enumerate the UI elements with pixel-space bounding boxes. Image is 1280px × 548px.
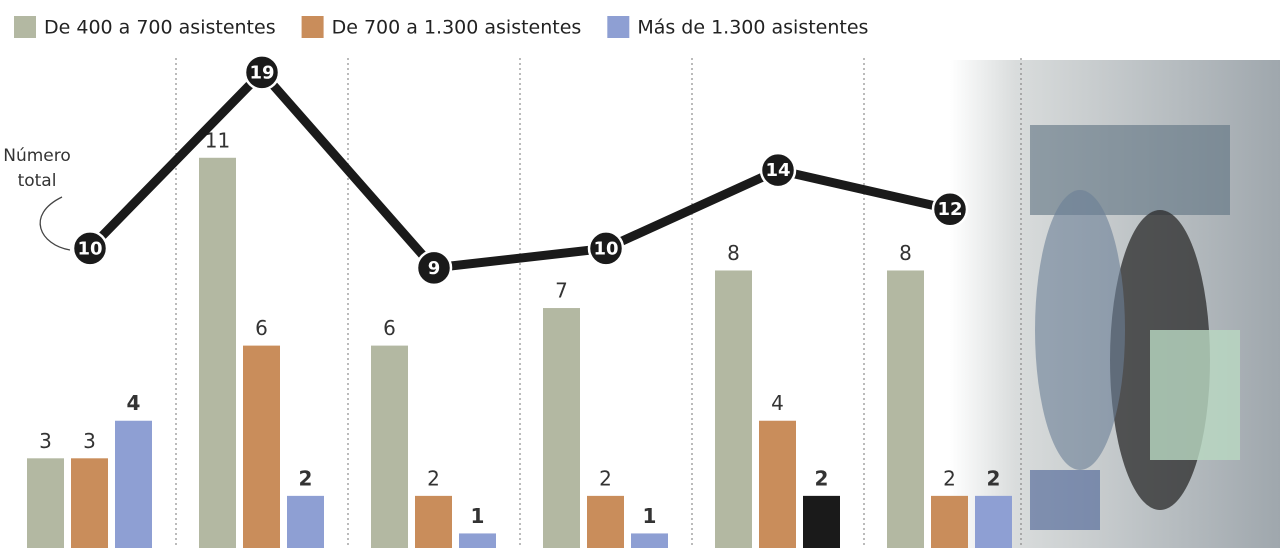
total-label: 12 [937,199,962,220]
legend-label: De 400 a 700 asistentes [44,17,276,39]
total-label: 19 [249,62,274,83]
bar [631,533,668,548]
data-label: 2 [815,466,829,490]
bar [459,533,496,548]
bar [415,495,452,548]
total-marker [931,190,969,228]
photo [950,60,1280,548]
data-label: 2 [599,466,612,490]
bar [587,495,624,548]
bar [243,345,280,548]
bar [803,495,840,548]
data-label: 2 [987,466,1001,490]
bar [887,270,924,548]
total-marker [71,230,109,267]
bar [287,495,324,548]
total-label: 9 [428,258,441,279]
bar [759,420,796,548]
legend-swatch [301,16,324,38]
data-label: 8 [727,241,740,265]
data-label: 6 [383,316,396,340]
bar [115,420,152,548]
bar [71,458,108,548]
total-label: 10 [593,238,618,259]
total-marker [415,249,453,287]
legend-swatch [14,16,36,38]
data-label: 6 [255,316,268,340]
bar [931,495,968,548]
data-label: 2 [427,466,440,490]
data-label: 4 [127,391,141,415]
legend-label: Más de 1.300 asistentes [637,17,868,39]
annotation: Número total [3,146,71,191]
legend-swatch [607,16,630,38]
data-label: 7 [555,279,568,303]
data-label: 2 [943,466,956,490]
bar [715,270,752,548]
data-label: 2 [299,466,313,490]
total-marker [243,54,281,91]
bar [543,308,580,548]
total-marker [587,230,625,267]
bar [371,345,408,548]
total-label: 14 [765,160,790,181]
data-label: 3 [39,429,52,453]
total-marker [759,151,797,189]
bar [975,495,1012,548]
annotation-pointer [39,196,71,251]
data-label: 4 [771,391,784,415]
bar [27,458,64,548]
data-label: 1 [471,504,485,528]
legend-label: De 700 a 1.300 asistentes [332,17,582,39]
data-label: 8 [899,241,912,265]
data-label: 1 [643,504,657,528]
total-label: 10 [77,238,102,259]
total-line [86,67,951,273]
data-label: 3 [83,429,96,453]
bar [199,157,236,548]
